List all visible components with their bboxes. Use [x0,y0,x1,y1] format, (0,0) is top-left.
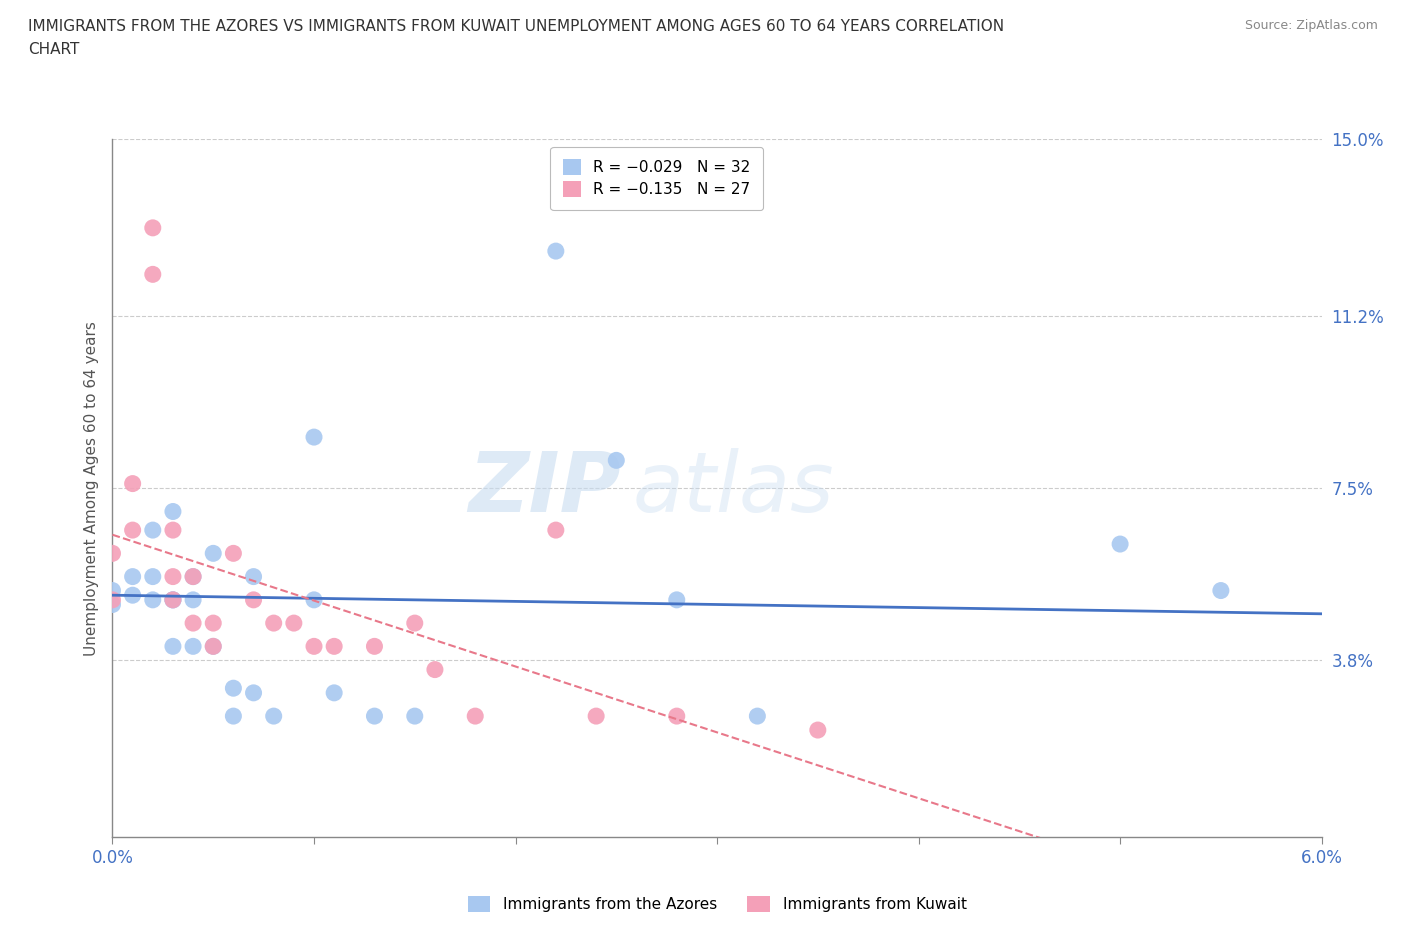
Point [544,244,567,259]
Point [302,592,325,607]
Point [807,723,830,737]
Point [222,681,245,696]
Point [1109,537,1132,551]
Point [121,588,143,603]
Point [181,592,204,607]
Point [404,616,426,631]
Point [101,592,124,607]
Point [142,592,165,607]
Point [242,685,264,700]
Point [1209,583,1232,598]
Point [162,592,184,607]
Point [242,592,264,607]
Point [202,639,225,654]
Point [585,709,607,724]
Point [162,592,184,607]
Point [142,569,165,584]
Point [363,639,385,654]
Point [162,504,184,519]
Point [202,616,225,631]
Point [242,569,264,584]
Text: atlas: atlas [633,447,834,529]
Point [263,709,285,724]
Point [121,523,143,538]
Point [162,523,184,538]
Point [121,476,143,491]
Point [202,546,225,561]
Point [101,546,124,561]
Point [101,597,124,612]
Point [142,220,165,235]
Text: Source: ZipAtlas.com: Source: ZipAtlas.com [1244,19,1378,32]
Point [162,592,184,607]
Point [142,523,165,538]
Point [665,592,688,607]
Point [323,639,346,654]
Point [423,662,446,677]
Point [181,616,204,631]
Point [181,569,204,584]
Point [323,685,346,700]
Y-axis label: Unemployment Among Ages 60 to 64 years: Unemployment Among Ages 60 to 64 years [83,321,98,656]
Point [222,546,245,561]
Point [162,639,184,654]
Point [162,569,184,584]
Point [202,639,225,654]
Point [363,709,385,724]
Text: IMMIGRANTS FROM THE AZORES VS IMMIGRANTS FROM KUWAIT UNEMPLOYMENT AMONG AGES 60 : IMMIGRANTS FROM THE AZORES VS IMMIGRANTS… [28,19,1004,33]
Text: CHART: CHART [28,42,80,57]
Point [142,267,165,282]
Point [665,709,688,724]
Point [263,616,285,631]
Point [302,639,325,654]
Point [747,709,769,724]
Point [404,709,426,724]
Point [464,709,486,724]
Point [181,569,204,584]
Point [605,453,627,468]
Text: ZIP: ZIP [468,447,620,529]
Legend: Immigrants from the Azores, Immigrants from Kuwait: Immigrants from the Azores, Immigrants f… [460,889,974,920]
Point [222,709,245,724]
Point [302,430,325,445]
Point [283,616,305,631]
Point [181,639,204,654]
Point [101,583,124,598]
Point [544,523,567,538]
Point [121,569,143,584]
